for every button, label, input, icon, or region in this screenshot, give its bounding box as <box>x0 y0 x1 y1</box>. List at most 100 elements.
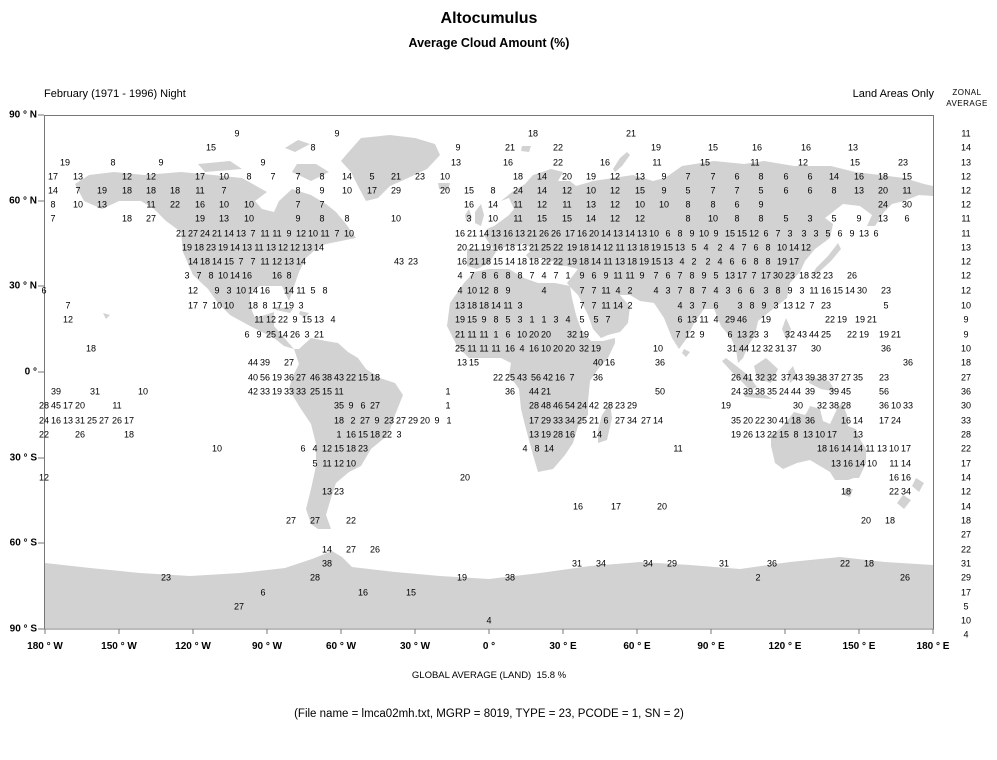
grid-value: 10 <box>466 285 478 296</box>
grid-value: 3 <box>799 285 805 296</box>
latitude-tick-label: 90 ° N <box>9 109 37 121</box>
grid-value: 16 <box>900 472 912 483</box>
grid-value: 18 <box>512 171 524 182</box>
landmass-africa <box>447 269 615 472</box>
grid-value: 22 <box>766 429 778 440</box>
grid-value: 14 <box>543 443 555 454</box>
grid-value: 6 <box>807 171 813 182</box>
grid-value: 8 <box>734 213 740 224</box>
grid-value: 8 <box>493 285 499 296</box>
zonal-average-value: 12 <box>960 256 972 267</box>
grid-value: 36 <box>804 415 816 426</box>
grid-value: 23 <box>784 270 796 281</box>
grid-value: 23 <box>205 242 217 253</box>
grid-value: 14 <box>283 285 295 296</box>
grid-value: 26 <box>74 429 86 440</box>
grid-value: 12 <box>321 443 333 454</box>
grid-value: 19 <box>878 329 890 340</box>
grid-value: 28 <box>309 572 321 583</box>
grid-value: 12 <box>187 285 199 296</box>
grid-value: 3 <box>466 213 472 224</box>
grid-value: 26 <box>742 429 754 440</box>
grid-value: 7 <box>334 228 340 239</box>
grid-value: 17 <box>610 501 622 512</box>
grid-value: 3 <box>787 228 793 239</box>
grid-value: 14 <box>590 256 602 267</box>
grid-value: 4 <box>486 615 492 626</box>
grid-value: 13 <box>218 213 230 224</box>
grid-value: 18 <box>123 429 135 440</box>
grid-value: 15 <box>736 228 748 239</box>
grid-value: 14 <box>844 285 856 296</box>
grid-value: 26 <box>846 270 858 281</box>
grid-value: 13 <box>528 429 540 440</box>
grid-value: 5 <box>579 314 585 325</box>
grid-value: 7 <box>221 185 227 196</box>
page-title: Altocumulus <box>440 10 538 27</box>
grid-value: 19 <box>456 572 468 583</box>
grid-value: 45 <box>50 400 62 411</box>
grid-value: 8 <box>517 270 523 281</box>
grid-value: 16 <box>456 256 468 267</box>
grid-value: 35 <box>766 386 778 397</box>
grid-value: 12 <box>561 185 573 196</box>
zonal-average-value: 36 <box>960 386 972 397</box>
grid-value: 20 <box>656 501 668 512</box>
grid-value: 13 <box>736 329 748 340</box>
grid-value: 4 <box>679 256 685 267</box>
grid-value: 9 <box>758 199 764 210</box>
grid-value: 43 <box>333 372 345 383</box>
grid-value: 34 <box>642 558 654 569</box>
grid-value: 11 <box>467 329 477 340</box>
grid-value: 19 <box>638 256 650 267</box>
grid-value: 27 <box>285 515 297 526</box>
grid-value: 40 <box>592 357 604 368</box>
grid-value: 33 <box>902 400 914 411</box>
grid-value: 39 <box>804 386 816 397</box>
grid-value: 12 <box>271 256 283 267</box>
grid-value: 22 <box>846 329 858 340</box>
grid-value: 9 <box>603 270 609 281</box>
grid-value: 26 <box>730 372 742 383</box>
landmass-eurasia <box>467 161 933 363</box>
grid-value: 9 <box>256 329 262 340</box>
grid-value: 11 <box>254 242 264 253</box>
grid-value: 21 <box>211 228 223 239</box>
grid-value: 8 <box>758 213 764 224</box>
grid-value: 2 <box>350 415 356 426</box>
grid-value: 13 <box>724 270 736 281</box>
grid-value: 15 <box>901 171 913 182</box>
grid-value: 34 <box>900 486 912 497</box>
grid-value: 17 <box>194 171 206 182</box>
grid-value: 3 <box>396 429 402 440</box>
grid-value: 25 <box>540 242 552 253</box>
grid-value: 6 <box>260 587 266 598</box>
grid-value: 8 <box>765 256 771 267</box>
grid-value: 2 <box>627 300 633 311</box>
grid-value: 4 <box>312 443 318 454</box>
grid-value: 12 <box>333 458 345 469</box>
grid-value: 16 <box>528 343 540 354</box>
grid-value: 7 <box>469 270 475 281</box>
grid-value: 4 <box>717 256 723 267</box>
grid-value: 25 <box>265 329 277 340</box>
grid-value: 9 <box>699 329 705 340</box>
landmass-victoria-island <box>198 161 242 172</box>
landmass-novaya-zemlya <box>613 152 630 172</box>
grid-value: 15 <box>223 256 235 267</box>
grid-value: 6 <box>727 329 733 340</box>
grid-value: 12 <box>295 228 307 239</box>
grid-value: 20 <box>459 472 471 483</box>
grid-value: 38 <box>828 400 840 411</box>
grid-value: 4 <box>457 270 463 281</box>
zonal-average-value: 14 <box>960 142 972 153</box>
grid-value: 9 <box>158 157 164 168</box>
grid-value: 8 <box>344 213 350 224</box>
grid-value: 14 <box>187 256 199 267</box>
grid-value: 13 <box>313 314 325 325</box>
grid-value: 54 <box>564 400 576 411</box>
grid-value: 9 <box>761 300 767 311</box>
latitude-tick-label: 60 ° N <box>9 195 37 207</box>
grid-value: 6 <box>807 185 813 196</box>
grid-value: 16 <box>554 372 566 383</box>
